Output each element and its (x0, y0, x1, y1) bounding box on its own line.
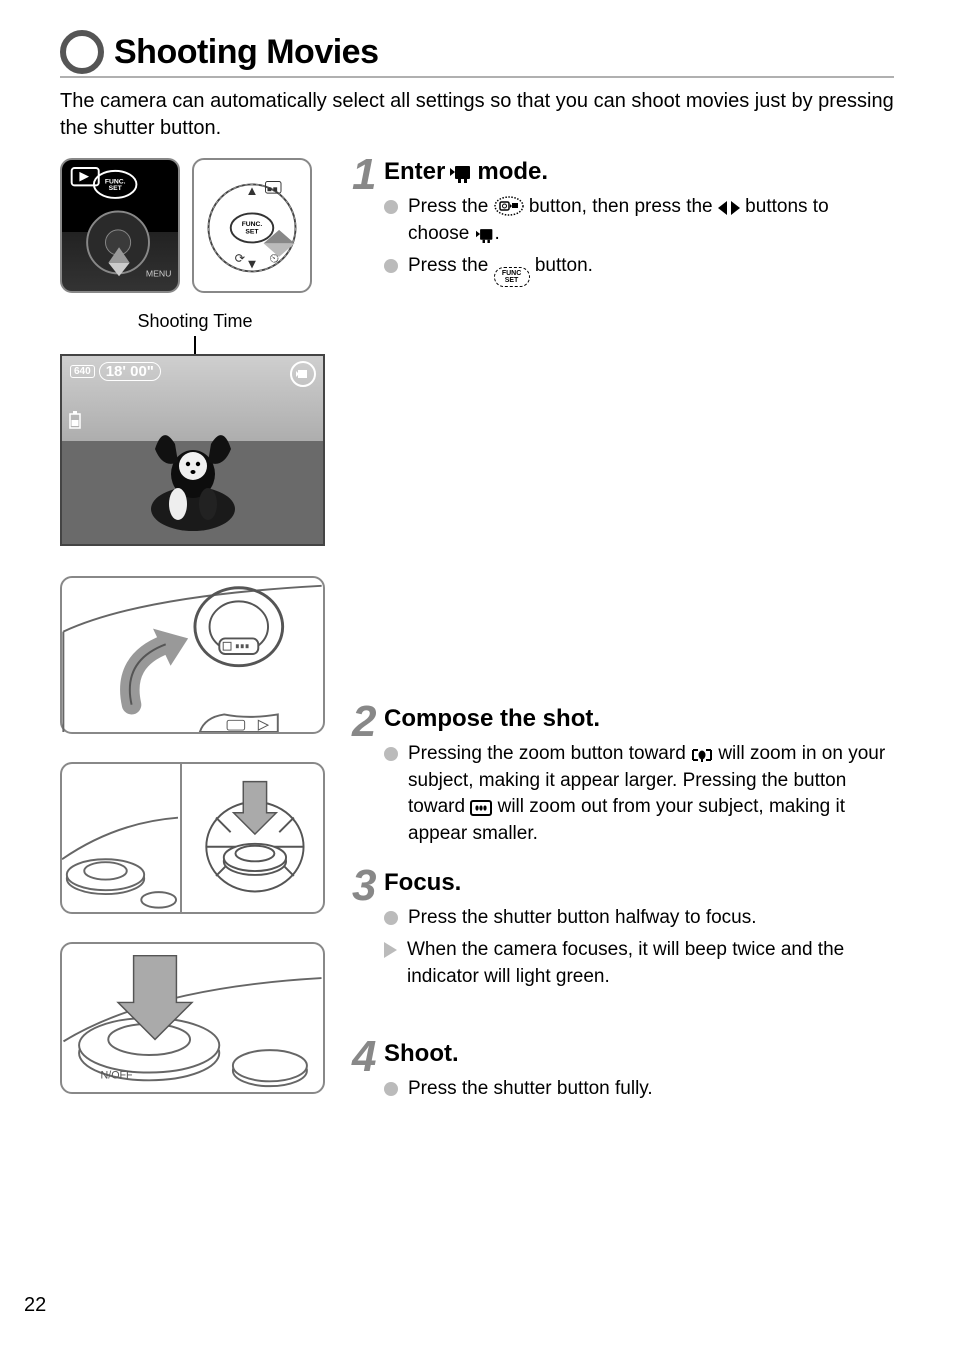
title-circle-icon (60, 30, 104, 74)
svg-text:SET: SET (109, 185, 123, 192)
step-1-title-prefix: Enter (384, 158, 445, 186)
step-1-bullet-1: Press the button, then press the buttons… (384, 194, 894, 247)
bullet-triangle-icon (384, 942, 397, 958)
bullet-dot-icon (384, 911, 398, 925)
shooting-time-label: Shooting Time (60, 311, 330, 332)
focus-illustration-left (60, 762, 180, 914)
step-1-title-suffix: mode. (477, 158, 548, 186)
step-2-number: 2 (352, 697, 376, 747)
step-4-body: Press the shutter button fully. (384, 1076, 894, 1103)
focus-illustration-right (180, 762, 325, 914)
bullet-dot-icon (384, 747, 398, 761)
step-1-bullet-2: Press the FUNCSET button. (384, 253, 894, 287)
tele-zoom-icon (691, 747, 713, 763)
movie-mode-icon (475, 225, 495, 243)
step-3-bullet-1: Press the shutter button halfway to focu… (384, 905, 894, 932)
step-3-number: 3 (352, 861, 376, 911)
focus-illustration (60, 762, 330, 914)
step-4-bullet-1-text: Press the shutter button fully. (408, 1076, 653, 1103)
step-3-bullet-1-text: Press the shutter button halfway to focu… (408, 905, 757, 932)
step-2-bullet-1-text: Pressing the zoom button toward will zoo… (408, 741, 894, 847)
step-3-bullet-2: When the camera focuses, it will beep tw… (384, 937, 894, 990)
step-4-title: Shoot. (384, 1040, 894, 1068)
step-gap-3 (352, 1008, 894, 1040)
camera-back-thumb: FUNC. SET MENU (60, 158, 180, 293)
svg-text:N/OFF: N/OFF (100, 1069, 133, 1081)
resolution-badge: 640 (70, 365, 95, 378)
zoom-control-illustration (60, 576, 325, 734)
step-1-bullet-2-text: Press the FUNCSET button. (408, 253, 593, 287)
camera-mode-button-icon (494, 196, 524, 216)
step-1-title: Enter mode. (384, 158, 894, 186)
lcd-preview-photo: 640 18' 00" (60, 354, 325, 546)
bullet-dot-icon (384, 259, 398, 273)
bullet-dot-icon (384, 1082, 398, 1096)
text-frag: button. (530, 255, 593, 276)
dog-subject-icon (133, 414, 253, 534)
step-4-number: 4 (352, 1032, 376, 1082)
movie-mode-icon (449, 161, 473, 183)
lcd-overlay-top-left: 640 18' 00" (70, 362, 161, 381)
content-columns: FUNC. SET MENU FUNC. SET (60, 158, 894, 1121)
svg-text:MENU: MENU (146, 268, 172, 278)
step-3: 3 Focus. Press the shutter button halfwa… (352, 869, 894, 991)
step-1: 1 Enter mode. Press the button, then pre… (352, 158, 894, 287)
step-gap-1 (352, 305, 894, 705)
shoot-illustration: N/OFF (60, 942, 325, 1094)
movie-mode-indicator-icon (289, 360, 317, 388)
step-1-number: 1 (352, 150, 376, 200)
step-3-title: Focus. (384, 869, 894, 897)
text-frag: Press the (408, 255, 494, 276)
control-thumbnails: FUNC. SET MENU FUNC. SET (60, 158, 330, 293)
text-frag: button, then press the (524, 196, 718, 217)
svg-text:FUNC.: FUNC. (242, 221, 263, 228)
remaining-time-badge: 18' 00" (99, 362, 161, 381)
step-1-bullet-1-text: Press the button, then press the buttons… (408, 194, 894, 247)
section-title-row: Shooting Movies (60, 30, 894, 78)
page-number: 22 (24, 1294, 46, 1317)
left-right-arrows-icon (718, 200, 740, 216)
steps-column: 1 Enter mode. Press the button, then pre… (352, 158, 894, 1121)
caption-pointer-line (60, 336, 330, 354)
text-frag: Pressing the zoom button toward (408, 743, 691, 764)
step-2-bullet-1: Pressing the zoom button toward will zoo… (384, 741, 894, 847)
intro-paragraph: The camera can automatically select all … (60, 88, 894, 142)
svg-text:⏲: ⏲ (269, 252, 279, 266)
step-4-bullet-1: Press the shutter button fully. (384, 1076, 894, 1103)
section-title: Shooting Movies (114, 33, 379, 72)
step-4: 4 Shoot. Press the shutter button fully. (352, 1040, 894, 1103)
bullet-dot-icon (384, 200, 398, 214)
step-3-body: Press the shutter button halfway to focu… (384, 905, 894, 991)
text-frag: Press the (408, 196, 494, 217)
wide-zoom-icon (470, 800, 492, 816)
step-2-title: Compose the shot. (384, 705, 894, 733)
step-2: 2 Compose the shot. Pressing the zoom bu… (352, 705, 894, 847)
step-3-bullet-2-text: When the camera focuses, it will beep tw… (407, 937, 894, 990)
func-set-button-icon: FUNCSET (494, 267, 530, 287)
svg-text:SET: SET (245, 229, 259, 236)
step-1-body: Press the button, then press the buttons… (384, 194, 894, 287)
illustration-column: FUNC. SET MENU FUNC. SET (60, 158, 330, 1121)
text-frag: . (495, 223, 500, 244)
step-2-body: Pressing the zoom button toward will zoo… (384, 741, 894, 847)
control-dial-thumb: FUNC. SET ⟳ ⏲ (192, 158, 312, 293)
battery-icon (68, 411, 82, 429)
svg-text:⟳: ⟳ (235, 252, 246, 266)
